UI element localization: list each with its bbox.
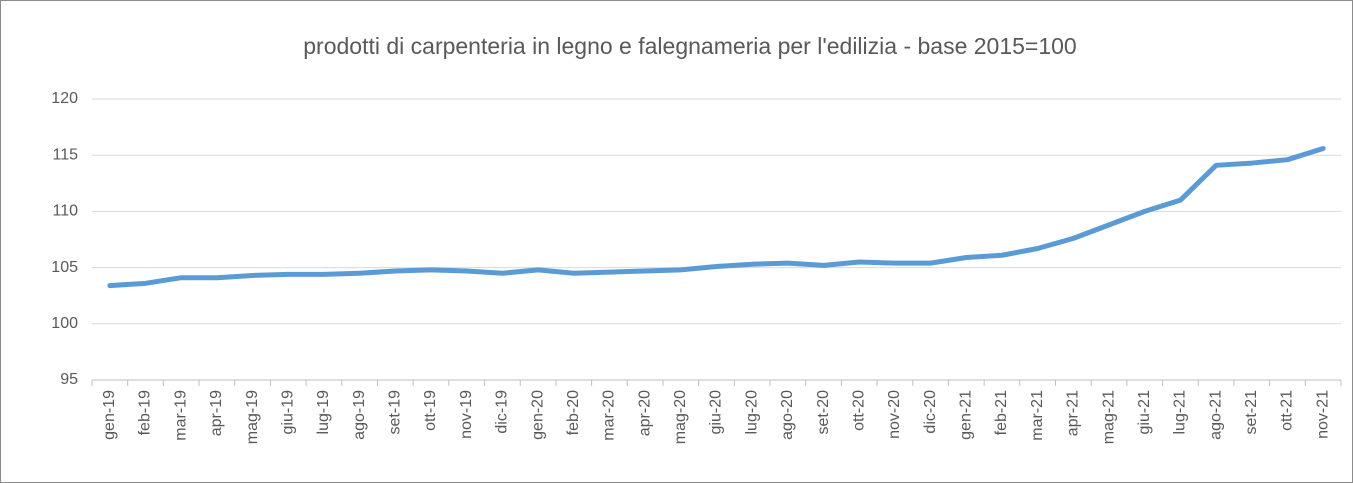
x-tick-label: ott-19 bbox=[422, 390, 439, 431]
x-tick-label: feb-20 bbox=[565, 390, 582, 435]
x-tick-label: lug-20 bbox=[743, 390, 760, 435]
x-tick-label: giu-20 bbox=[708, 390, 725, 435]
x-tick-label: ott-20 bbox=[850, 390, 867, 431]
x-tick-label: mag-19 bbox=[244, 390, 261, 444]
x-tick-label: mag-21 bbox=[1100, 390, 1117, 444]
x-tick-label: ago-20 bbox=[779, 390, 796, 440]
y-tick-label: 115 bbox=[52, 146, 78, 163]
x-tick-label: nov-21 bbox=[1314, 390, 1331, 439]
x-tick-label: lug-19 bbox=[315, 390, 332, 435]
x-tick-label: lug-21 bbox=[1172, 390, 1189, 435]
x-tick-label: mar-19 bbox=[172, 390, 189, 441]
y-tick-label: 100 bbox=[51, 315, 78, 332]
x-tick-label: set-21 bbox=[1243, 390, 1260, 435]
x-tick-label: gen-20 bbox=[529, 390, 546, 440]
x-tick-label: set-19 bbox=[387, 390, 404, 435]
y-tick-label: 95 bbox=[60, 371, 78, 388]
x-tick-label: mar-21 bbox=[1029, 390, 1046, 441]
x-tick-label: apr-20 bbox=[636, 390, 653, 436]
x-tick-label: feb-21 bbox=[993, 390, 1010, 435]
x-tick-label: dic-20 bbox=[922, 390, 939, 434]
x-tick-label: apr-21 bbox=[1065, 390, 1082, 436]
x-tick-label: ago-19 bbox=[351, 390, 368, 440]
x-tick-label: set-20 bbox=[815, 390, 832, 435]
x-tick-label: giu-19 bbox=[279, 390, 296, 435]
x-tick-label: dic-19 bbox=[494, 390, 511, 434]
x-tick-label: gen-19 bbox=[101, 390, 118, 440]
x-tick-label: ott-21 bbox=[1279, 390, 1296, 431]
y-tick-label: 105 bbox=[51, 259, 78, 276]
x-tick-label: ago-21 bbox=[1207, 390, 1224, 440]
x-tick-label: nov-20 bbox=[886, 390, 903, 439]
x-tick-label: nov-19 bbox=[458, 390, 475, 439]
x-tick-label: apr-19 bbox=[208, 390, 225, 436]
y-tick-label: 110 bbox=[52, 203, 78, 220]
x-tick-label: mag-20 bbox=[672, 390, 689, 444]
data-line bbox=[107, 145, 1326, 289]
y-tick-label: 120 bbox=[51, 90, 78, 107]
x-tick-label: mar-20 bbox=[601, 390, 618, 441]
x-tick-label: gen-21 bbox=[958, 390, 975, 440]
chart-title: prodotti di carpenteria in legno e faleg… bbox=[303, 33, 1076, 59]
x-tick-label: giu-21 bbox=[1136, 390, 1153, 435]
x-tick-label: feb-19 bbox=[137, 390, 154, 435]
